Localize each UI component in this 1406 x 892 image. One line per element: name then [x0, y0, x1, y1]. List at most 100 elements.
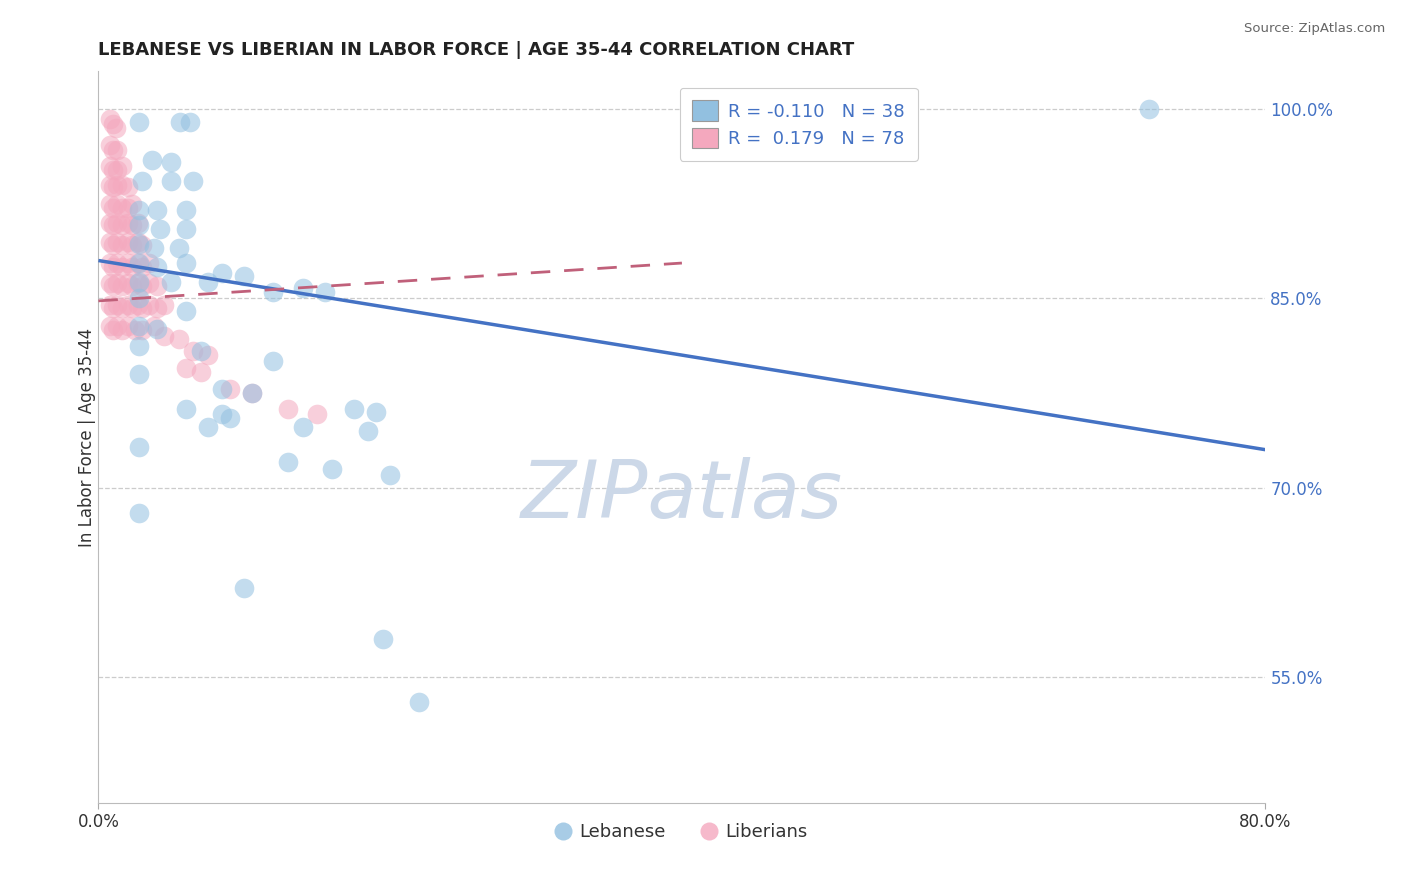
Point [138, 256, 160, 270]
Point [307, 408, 329, 422]
Point [128, 440, 150, 454]
Point [101, 218, 124, 232]
Point [408, 695, 430, 709]
Point [131, 278, 153, 293]
Point [117, 201, 139, 215]
Point [101, 301, 124, 316]
Point [105, 235, 128, 249]
Point [174, 222, 197, 236]
Point [190, 364, 212, 378]
Point [240, 386, 263, 401]
Point [131, 174, 153, 188]
Point [169, 115, 191, 129]
Point [117, 216, 139, 230]
Point [146, 278, 169, 293]
Point [101, 278, 124, 293]
Point [128, 218, 150, 232]
Point [111, 278, 134, 293]
Point [111, 301, 134, 316]
Point [262, 285, 284, 299]
Point [101, 143, 124, 157]
Point [127, 256, 149, 270]
Point [153, 329, 176, 343]
Point [105, 196, 128, 211]
Point [98, 137, 121, 152]
Point [127, 277, 149, 291]
Point [314, 285, 336, 299]
Point [197, 275, 219, 289]
Point [111, 178, 134, 192]
Point [181, 174, 204, 188]
Point [111, 260, 134, 274]
Point [1137, 102, 1160, 116]
Point [127, 235, 149, 249]
Point [121, 196, 143, 211]
Point [98, 319, 121, 334]
Point [174, 360, 197, 375]
Point [179, 115, 201, 129]
Point [131, 323, 153, 337]
Point [98, 235, 121, 249]
Point [218, 382, 240, 396]
Point [131, 301, 153, 316]
Point [121, 238, 143, 252]
Point [174, 203, 197, 218]
Point [111, 159, 134, 173]
Point [233, 582, 256, 596]
Point [181, 344, 204, 359]
Point [111, 323, 134, 337]
Point [343, 402, 366, 417]
Point [153, 298, 176, 312]
Point [105, 178, 128, 192]
Point [128, 506, 150, 520]
Point [98, 112, 121, 127]
Point [104, 121, 127, 136]
Point [101, 201, 124, 215]
Point [111, 238, 134, 252]
Point [211, 408, 233, 422]
Point [262, 354, 284, 368]
Point [121, 218, 143, 232]
Point [233, 268, 256, 283]
Point [190, 344, 212, 359]
Point [111, 201, 134, 215]
Point [240, 386, 263, 401]
Point [149, 222, 172, 236]
Point [127, 298, 149, 312]
Point [277, 402, 299, 417]
Point [101, 117, 124, 131]
Point [174, 402, 197, 417]
Point [160, 275, 183, 289]
Point [128, 339, 150, 353]
Point [105, 256, 128, 270]
Point [105, 298, 128, 312]
Point [98, 196, 121, 211]
Point [98, 159, 121, 173]
Point [117, 298, 139, 312]
Point [117, 180, 139, 194]
Point [174, 304, 197, 318]
Point [291, 420, 314, 434]
Point [121, 260, 143, 274]
Point [167, 332, 190, 346]
Point [128, 115, 150, 129]
Point [117, 319, 139, 334]
Point [167, 241, 190, 255]
Point [138, 277, 160, 291]
Point [371, 632, 394, 646]
Point [101, 180, 124, 194]
Point [117, 235, 139, 249]
Point [101, 323, 124, 337]
Point [105, 277, 128, 291]
Point [105, 319, 128, 334]
Point [101, 260, 124, 274]
Point [117, 277, 139, 291]
Point [197, 348, 219, 362]
Point [131, 238, 153, 252]
Point [121, 278, 143, 293]
Point [105, 162, 128, 177]
Legend: Lebanese, Liberians: Lebanese, Liberians [548, 816, 815, 848]
Text: ZIPatlas: ZIPatlas [520, 457, 844, 534]
Point [357, 424, 380, 438]
Point [160, 155, 183, 169]
